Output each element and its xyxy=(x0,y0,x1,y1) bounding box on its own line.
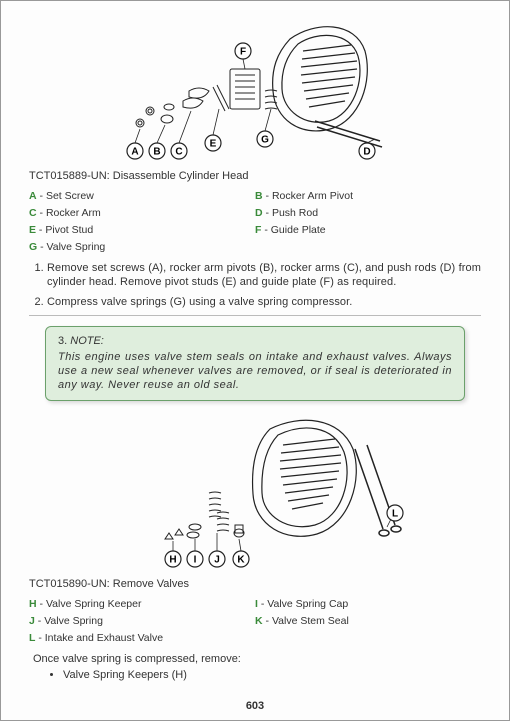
legend-item: J - Valve Spring xyxy=(29,613,255,630)
legend-item: H - Valve Spring Keeper xyxy=(29,596,255,613)
legend-item: F - Guide Plate xyxy=(255,222,481,239)
after-compress-text: Once valve spring is compressed, remove: xyxy=(33,653,481,667)
callout-d: D xyxy=(363,147,370,158)
callout-a: A xyxy=(131,147,138,158)
callout-k: K xyxy=(237,555,245,566)
callout-f: F xyxy=(240,47,246,58)
note-body: This engine uses valve stem seals on int… xyxy=(58,351,452,392)
figure-1-svg: A B C E G F D xyxy=(105,11,405,161)
figure-1-legend: A - Set Screw B - Rocker Arm Pivot C - R… xyxy=(29,188,481,257)
figure-2: H I J K L xyxy=(29,409,481,574)
legend-item: E - Pivot Stud xyxy=(29,222,255,239)
figure-2-svg: H I J K L xyxy=(105,409,405,569)
callout-l: L xyxy=(392,509,398,520)
legend-item: G - Valve Spring xyxy=(29,239,255,256)
page-number: 603 xyxy=(1,700,509,714)
callout-c: C xyxy=(175,147,182,158)
callout-b: B xyxy=(153,147,160,158)
note-box: 3. NOTE: This engine uses valve stem sea… xyxy=(45,326,465,401)
callout-j: J xyxy=(214,555,220,566)
legend-item: B - Rocker Arm Pivot xyxy=(255,188,481,205)
callout-g: G xyxy=(261,135,269,146)
note-label: NOTE: xyxy=(70,335,104,347)
note-number: 3. xyxy=(58,335,67,347)
step-list-1: Remove set screws (A), rocker arm pivots… xyxy=(47,262,481,309)
separator xyxy=(29,315,481,316)
callout-e: E xyxy=(210,139,217,150)
callout-h: H xyxy=(169,555,176,566)
legend-item: I - Valve Spring Cap xyxy=(255,596,481,613)
step-2: Compress valve springs (G) using a valve… xyxy=(47,296,481,310)
legend-item: A - Set Screw xyxy=(29,188,255,205)
legend-item: L - Intake and Exhaust Valve xyxy=(29,630,255,647)
figure-1: A B C E G F D xyxy=(29,11,481,166)
callout-i: I xyxy=(194,555,197,566)
legend-item: K - Valve Stem Seal xyxy=(255,613,481,630)
legend-item: C - Rocker Arm xyxy=(29,205,255,222)
figure-2-caption: TCT015890-UN: Remove Valves xyxy=(29,578,481,592)
legend-item: D - Push Rod xyxy=(255,205,481,222)
remove-list: Valve Spring Keepers (H) xyxy=(63,669,481,683)
remove-item: Valve Spring Keepers (H) xyxy=(63,669,481,683)
figure-1-caption: TCT015889-UN: Disassemble Cylinder Head xyxy=(29,170,481,184)
step-1: Remove set screws (A), rocker arm pivots… xyxy=(47,262,481,290)
figure-2-legend: H - Valve Spring Keeper I - Valve Spring… xyxy=(29,596,481,647)
